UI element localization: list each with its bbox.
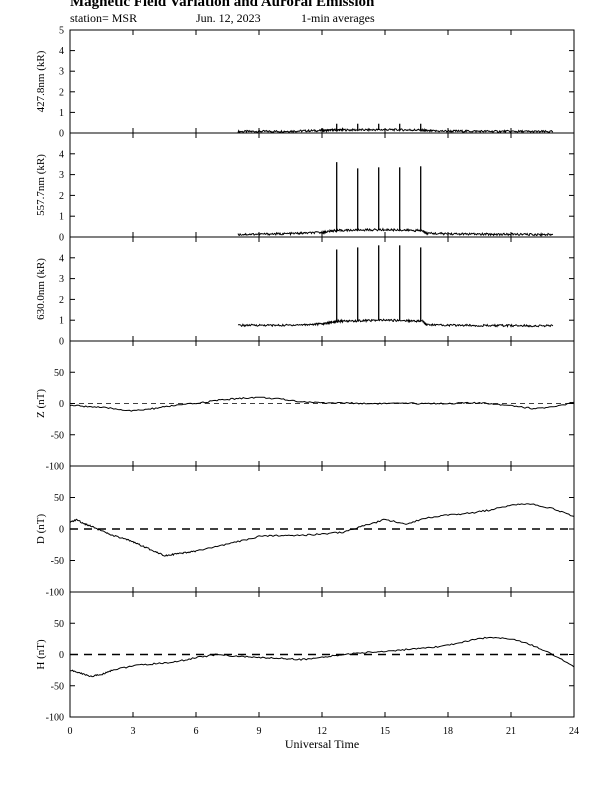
series-line-p630 — [237, 318, 554, 328]
y-tick-label-p427-1: 1 — [59, 108, 64, 119]
y-tick-label-p427-0: 0 — [59, 129, 64, 140]
y-tick-label-p557-3: 3 — [59, 170, 64, 181]
y-tick-label-pZ-3: 50 — [54, 368, 64, 379]
y-tick-label-pH-3: 50 — [54, 619, 64, 630]
y-tick-label-p630-0: 0 — [59, 337, 64, 348]
y-axis-label-pZ: Z (nT) — [35, 389, 47, 418]
y-tick-label-p427-5: 5 — [59, 26, 64, 37]
y-tick-label-pZ-2: 0 — [59, 399, 64, 410]
x-tick-label-1: 3 — [131, 726, 136, 737]
y-axis-label-pD: D (nT) — [35, 514, 47, 545]
x-tick-label-7: 21 — [506, 726, 516, 737]
y-tick-label-pH-2: 0 — [59, 650, 64, 661]
x-tick-label-5: 15 — [380, 726, 390, 737]
y-tick-label-p427-2: 2 — [59, 87, 64, 98]
y-axis-label-pH: H (nT) — [35, 639, 47, 670]
y-tick-label-p630-4: 4 — [59, 253, 64, 264]
y-axis-label-p427: 427.8nm (kR) — [35, 50, 47, 112]
x-tick-label-4: 12 — [317, 726, 327, 737]
panel-frame-p427 — [69, 29, 575, 134]
x-axis-label: Universal Time — [285, 737, 359, 751]
x-tick-label-3: 9 — [257, 726, 262, 737]
series-line-pH — [69, 636, 575, 678]
panel-frame-p557 — [69, 132, 575, 238]
y-tick-label-pH-1: -50 — [51, 681, 64, 692]
series-line-p427 — [237, 126, 554, 134]
x-tick-label-2: 6 — [194, 726, 199, 737]
y-tick-label-p557-2: 2 — [59, 191, 64, 202]
x-tick-label-8: 24 — [569, 726, 579, 737]
y-tick-label-p557-4: 4 — [59, 149, 64, 160]
y-tick-label-p427-4: 4 — [59, 46, 64, 57]
series-line-pZ — [69, 396, 575, 412]
date-label: Jun. 12, 2023 — [196, 11, 261, 25]
averaging-label: 1-min averages — [301, 11, 375, 25]
x-tick-label-6: 18 — [443, 726, 453, 737]
x-tick-label-0: 0 — [68, 726, 73, 737]
series-line-pD — [70, 503, 575, 557]
y-tick-label-p630-1: 1 — [59, 316, 64, 327]
y-tick-label-p630-3: 3 — [59, 274, 64, 285]
y-tick-label-p557-0: 0 — [59, 233, 64, 244]
series-line-p557 — [237, 227, 554, 237]
y-tick-label-pZ-1: -50 — [51, 430, 64, 441]
y-tick-label-p630-2: 2 — [59, 295, 64, 306]
y-tick-label-pZ-0: -100 — [46, 462, 64, 473]
y-tick-label-pD-1: -50 — [51, 556, 64, 567]
station-label: station= MSR — [70, 11, 138, 25]
y-axis-label-p630: 630.0nm (kR) — [35, 258, 47, 320]
y-tick-label-pD-2: 0 — [59, 525, 64, 536]
y-tick-label-p427-3: 3 — [59, 67, 64, 78]
y-tick-label-pD-3: 50 — [54, 493, 64, 504]
y-axis-label-p557: 557.7nm (kR) — [35, 154, 47, 216]
chart-title: Magnetic Field Variation and Auroral Emi… — [70, 0, 375, 10]
y-tick-label-pH-0: -100 — [46, 713, 64, 724]
y-tick-label-pD-0: -100 — [46, 588, 64, 599]
y-tick-label-p557-1: 1 — [59, 212, 64, 223]
